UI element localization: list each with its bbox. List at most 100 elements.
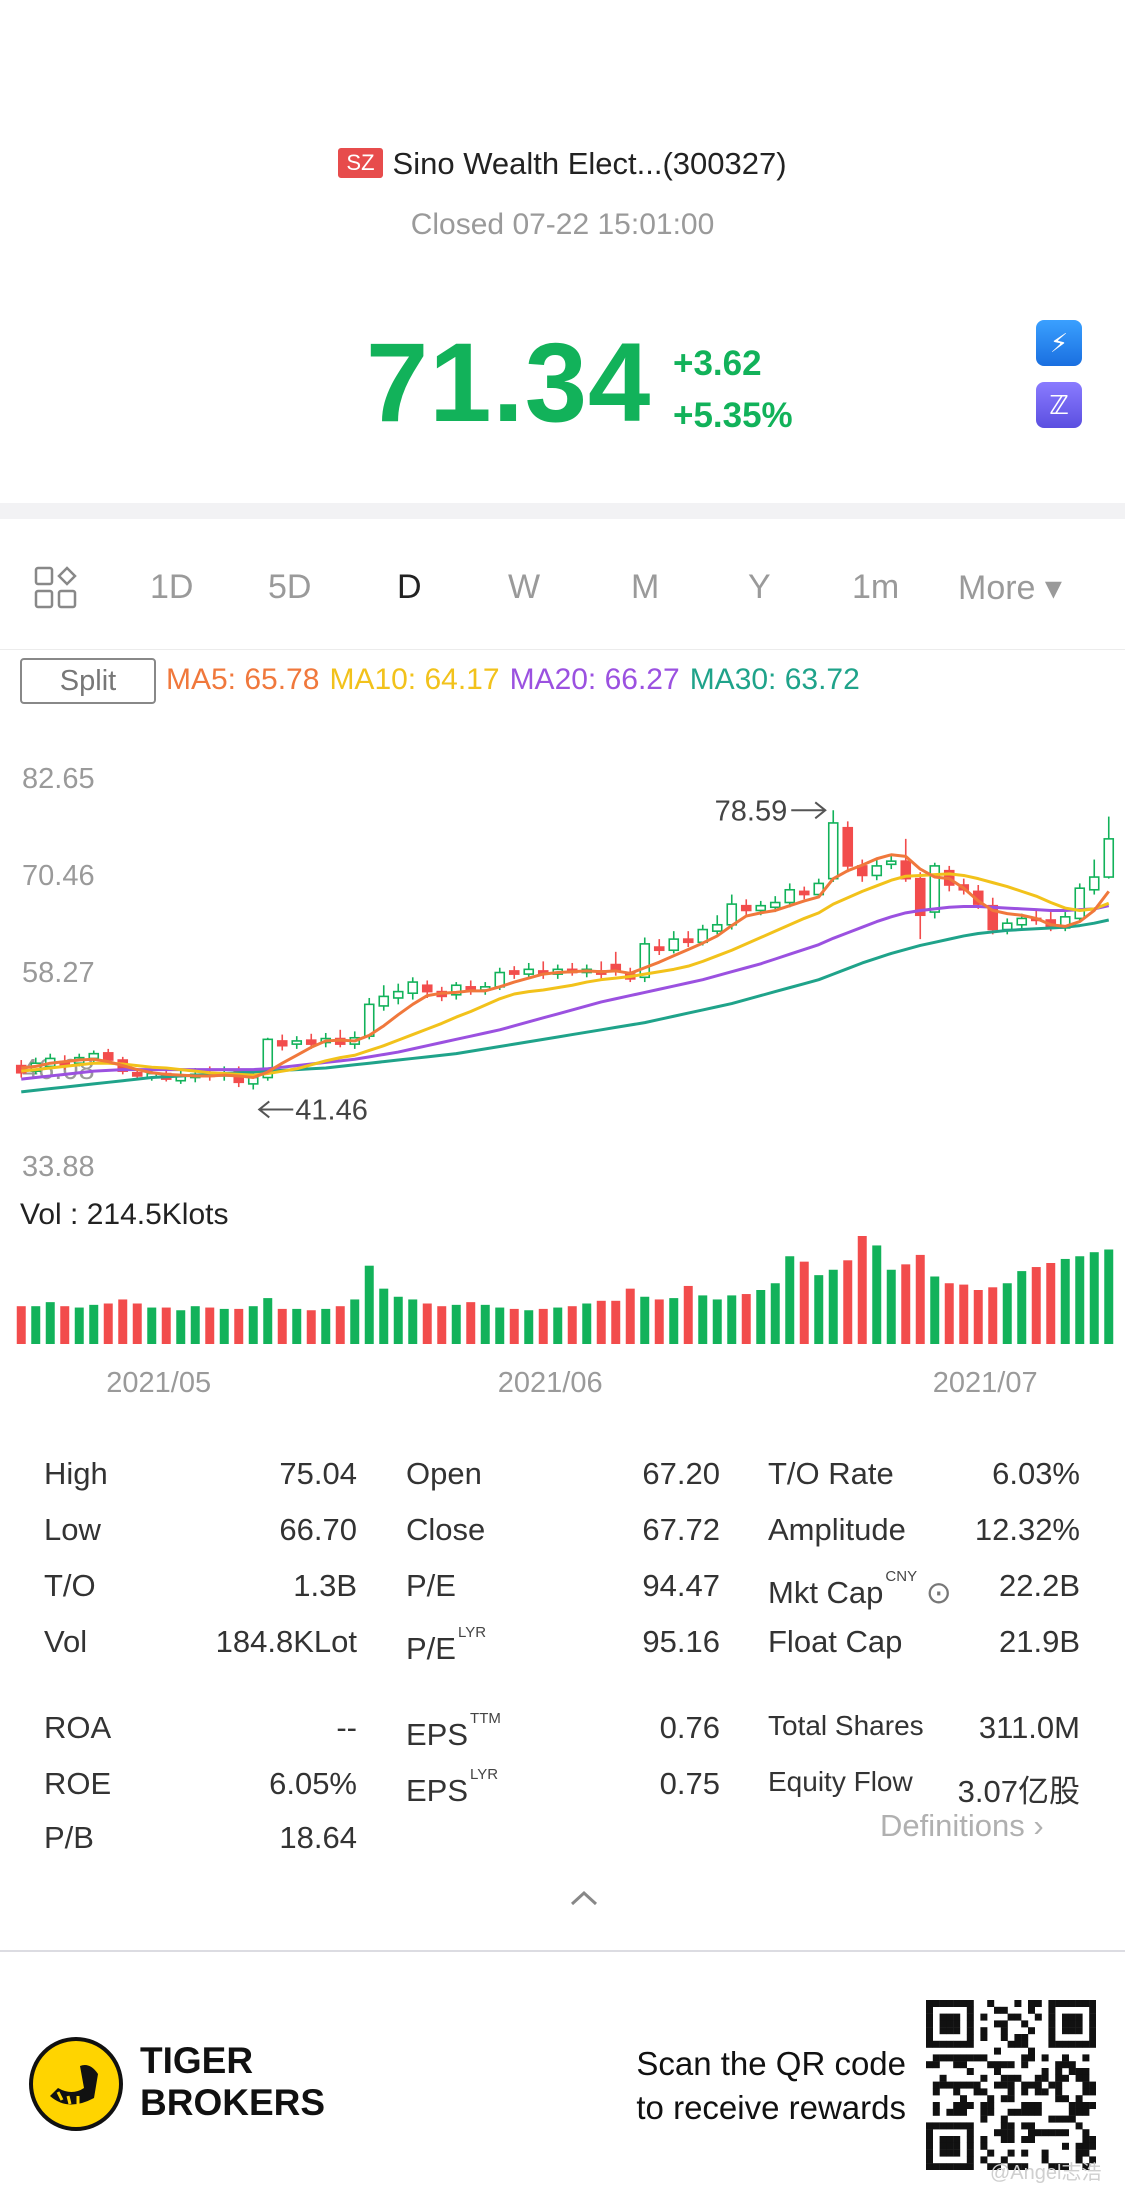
stat-value: 0.76	[659, 1710, 720, 1745]
volume-bar	[161, 1307, 171, 1344]
qr-module	[1014, 2013, 1022, 2021]
zz-icon[interactable]: ℤ	[1036, 382, 1082, 428]
qr-module	[1034, 2088, 1042, 2096]
candle-body	[1088, 876, 1100, 891]
tab-w[interactable]: W	[508, 568, 541, 606]
qr-module	[966, 2163, 974, 2170]
candle-body	[900, 860, 912, 880]
candle-body	[827, 822, 839, 880]
tab-y[interactable]: Y	[748, 568, 771, 606]
qr-module	[966, 2006, 974, 2014]
qr-module	[1075, 2142, 1083, 2150]
qr-module	[926, 2020, 933, 2028]
qr-module	[994, 2081, 1001, 2089]
volume-bar	[16, 1306, 26, 1344]
qr-module	[1082, 2102, 1090, 2109]
volume-bar	[379, 1288, 389, 1344]
chevron-up-icon[interactable]	[568, 1888, 600, 1908]
qr-module	[1000, 2081, 1008, 2089]
qr-module	[953, 2081, 961, 2089]
qr-module	[1021, 2088, 1029, 2096]
tab-m[interactable]: M	[631, 568, 660, 606]
qr-module	[1000, 2122, 1008, 2130]
stock-name: Sino Wealth Elect...(300327)	[392, 146, 787, 181]
ma20-line	[21, 904, 1110, 1081]
qr-module	[1034, 2000, 1042, 2007]
qr-module	[994, 2047, 1001, 2055]
qr-module	[1075, 2013, 1083, 2021]
qr-module	[1007, 2163, 1015, 2170]
qr-module	[1000, 2027, 1008, 2035]
tab-1m[interactable]: 1m	[852, 568, 900, 606]
stat-label-text: P/E	[406, 1568, 456, 1603]
qr-module	[946, 2081, 954, 2089]
stat-value: 0.75	[659, 1766, 720, 1801]
volume-bar	[118, 1299, 128, 1344]
definitions-link[interactable]: Definitions ›	[880, 1808, 1044, 1844]
qr-module	[1082, 2142, 1090, 2150]
qr-module	[987, 2102, 995, 2109]
qr-module	[1082, 2136, 1090, 2143]
qr-module	[1068, 2102, 1076, 2109]
qr-module	[966, 2129, 974, 2137]
qr-module	[1055, 2068, 1063, 2075]
candle-body	[102, 1052, 114, 1061]
qr-module	[1007, 2074, 1015, 2082]
qr-module	[1028, 2108, 1035, 2116]
volume-bar	[683, 1285, 693, 1344]
layout-grid-icon[interactable]	[34, 566, 78, 610]
y-axis-label: 82.65	[22, 763, 95, 795]
stat-label-text: T/O	[44, 1568, 96, 1603]
tab-d[interactable]: D	[397, 568, 422, 606]
candle-body	[755, 904, 767, 912]
more-info-icon[interactable]: ⊙	[917, 1575, 952, 1610]
tab-more[interactable]: More ▾	[958, 569, 1062, 607]
qr-module	[1068, 2020, 1076, 2028]
stat-value: 184.8KLot	[215, 1624, 357, 1659]
qr-code-icon[interactable]	[926, 2000, 1096, 2170]
promo-text: Scan the QR code to receive rewards	[560, 2042, 906, 2130]
tab-5d[interactable]: 5D	[268, 568, 312, 606]
volume-bar	[799, 1261, 809, 1344]
qr-module	[926, 2027, 933, 2035]
stat-value: 6.05%	[269, 1766, 357, 1801]
qr-module	[1048, 2013, 1056, 2021]
split-button[interactable]: Split	[20, 658, 156, 704]
candle-body	[392, 990, 404, 999]
qr-module	[1082, 2068, 1090, 2075]
volume-bar	[538, 1308, 548, 1344]
kline-chart[interactable]: 82.6570.4658.2746.0833.8878.5941.462021/…	[0, 740, 1125, 1400]
volume-bar	[524, 1310, 534, 1344]
qr-module	[1007, 2108, 1015, 2116]
qr-module	[966, 2081, 974, 2089]
stat-label: ROE	[44, 1766, 111, 1802]
lightning-level1-icon[interactable]: ⚡	[1036, 320, 1082, 366]
qr-module	[939, 2000, 947, 2007]
qr-module	[1062, 2163, 1069, 2170]
qr-module	[966, 2156, 974, 2164]
volume-bar	[466, 1302, 476, 1344]
volume-bar	[1089, 1252, 1099, 1344]
stat-label: Amplitude	[768, 1512, 906, 1548]
qr-module	[987, 2163, 995, 2170]
candle-body	[1074, 887, 1086, 920]
candle-body	[914, 877, 926, 917]
qr-module	[980, 2142, 988, 2150]
qr-module	[946, 2136, 954, 2143]
stat-label: Float Cap	[768, 1624, 902, 1660]
qr-module	[939, 2074, 947, 2082]
ma5-line	[21, 853, 1110, 1080]
tab-1d[interactable]: 1D	[150, 568, 194, 606]
stat-label: Vol	[44, 1624, 87, 1660]
qr-module	[960, 2102, 967, 2109]
volume-bar	[350, 1299, 360, 1344]
tiger-logo-icon	[29, 2037, 123, 2131]
volume-bar	[408, 1299, 418, 1344]
qr-module	[960, 2163, 967, 2170]
qr-module	[926, 2034, 933, 2041]
qr-module	[1041, 2068, 1049, 2075]
volume-bar	[393, 1296, 403, 1344]
qr-module	[966, 2102, 974, 2109]
qr-module	[926, 2000, 933, 2007]
qr-module	[932, 2061, 940, 2069]
